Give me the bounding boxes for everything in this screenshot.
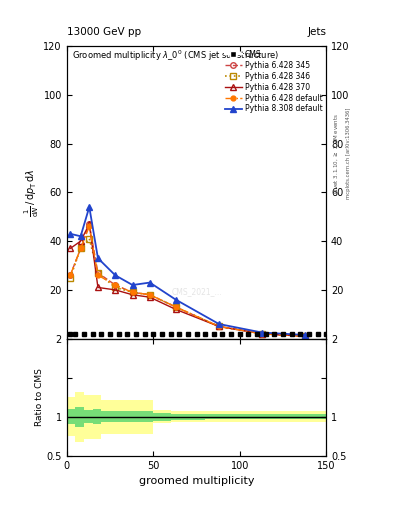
Text: CMS_2021_...: CMS_2021_... <box>171 287 222 296</box>
X-axis label: groomed multiplicity: groomed multiplicity <box>139 476 254 486</box>
Text: 13000 GeV pp: 13000 GeV pp <box>67 27 141 37</box>
Y-axis label: Ratio to CMS: Ratio to CMS <box>35 368 44 426</box>
Text: Groomed multiplicity $\lambda\_0^{0}$ (CMS jet substructure): Groomed multiplicity $\lambda\_0^{0}$ (C… <box>72 49 279 63</box>
Y-axis label: $\frac{1}{\mathrm{d}N}\,/\,\mathrm{d}p_\mathrm{T}\,\mathrm{d}\lambda$: $\frac{1}{\mathrm{d}N}\,/\,\mathrm{d}p_\… <box>22 168 40 217</box>
Text: mcplots.cern.ch [arXiv:1306.3436]: mcplots.cern.ch [arXiv:1306.3436] <box>347 108 351 199</box>
Legend: CMS, Pythia 6.428 345, Pythia 6.428 346, Pythia 6.428 370, Pythia 6.428 default,: CMS, Pythia 6.428 345, Pythia 6.428 346,… <box>225 50 322 114</box>
Text: Rivet 3.1.10, $\geq$ 2.9M events: Rivet 3.1.10, $\geq$ 2.9M events <box>332 113 340 194</box>
Text: Jets: Jets <box>307 27 326 37</box>
